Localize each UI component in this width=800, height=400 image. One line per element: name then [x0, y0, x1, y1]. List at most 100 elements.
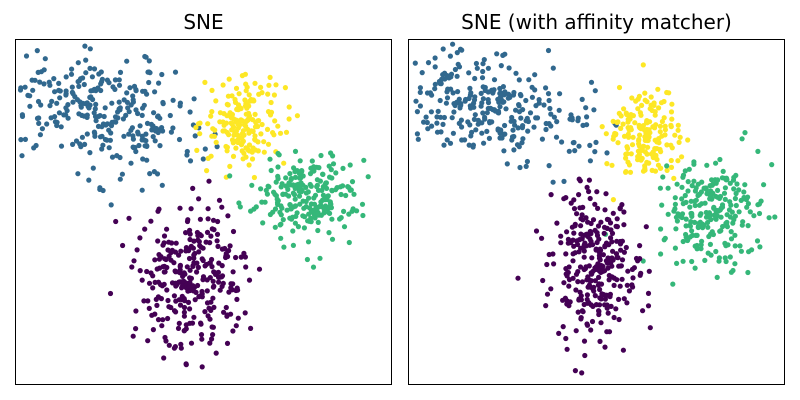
scatter-point [615, 140, 621, 146]
scatter-point [272, 118, 278, 124]
scatter-point [305, 189, 311, 195]
scatter-point [539, 136, 545, 142]
scatter-point [99, 146, 105, 152]
scatter-point [156, 80, 162, 86]
scatter-point [583, 264, 589, 270]
scatter-point [175, 325, 182, 331]
scatter-point [172, 69, 179, 75]
scatter-point [480, 68, 486, 75]
scatter-point [224, 340, 231, 346]
scatter-point [330, 161, 337, 167]
scatter-point [553, 134, 560, 140]
scatter-point [642, 127, 648, 133]
scatter-point [747, 209, 753, 215]
scatter-point [577, 289, 583, 295]
scatter-point [141, 298, 147, 304]
scatter-point [347, 162, 353, 168]
scatter-point [134, 247, 140, 253]
scatter-point [554, 220, 560, 226]
scatter-point [603, 191, 609, 197]
scatter-point [120, 242, 126, 249]
scatter-point [475, 121, 481, 127]
scatter-point [267, 74, 273, 80]
scatter-point [273, 179, 279, 185]
scatter-point [297, 185, 303, 191]
scatter-point [679, 184, 685, 190]
scatter-point [113, 218, 119, 225]
scatter-point [454, 50, 460, 56]
scatter-point [156, 206, 162, 212]
scatter-point [536, 100, 542, 106]
scatter-point [267, 156, 273, 162]
scatter-point [109, 119, 115, 125]
scatter-point [471, 116, 477, 122]
scatter-point [346, 239, 352, 246]
scatter-point [484, 128, 490, 134]
scatter-point [482, 116, 488, 122]
scatter-point [601, 230, 607, 236]
scatter-point [170, 125, 176, 131]
scatter-point [223, 254, 229, 261]
scatter-point [576, 143, 582, 149]
scatter-point [206, 305, 212, 311]
scatter-point [705, 219, 711, 226]
scatter-point [641, 143, 647, 149]
scatter-point [543, 303, 549, 309]
scatter-point [278, 235, 284, 241]
scatter-point [592, 201, 598, 207]
scatter-point [713, 248, 719, 255]
scatter-point [489, 87, 495, 93]
scatter-point [152, 257, 158, 263]
scatter-point [214, 144, 220, 150]
scatter-point [689, 210, 695, 217]
scatter-point [502, 51, 508, 57]
scatter-point [186, 283, 192, 289]
scatter-point [618, 247, 624, 253]
scatter-point [563, 195, 569, 201]
scatter-point [130, 136, 136, 142]
scatter-point [486, 135, 492, 141]
scatter-point [282, 85, 288, 91]
scatter-point [577, 264, 584, 270]
scatter-point [213, 139, 219, 145]
scatter-point [109, 100, 115, 106]
scatter-point [617, 283, 623, 289]
scatter-point [562, 295, 568, 301]
scatter-point [550, 65, 556, 71]
scatter-point [227, 163, 233, 169]
scatter-point [729, 209, 735, 215]
scatter-point [246, 148, 252, 154]
scatter-point [234, 296, 240, 302]
scatter-point [198, 244, 204, 250]
scatter-point [523, 97, 529, 104]
scatter-point [242, 310, 248, 316]
scatter-point [517, 91, 523, 98]
scatter-point [480, 84, 486, 90]
scatter-point [425, 126, 431, 132]
scatter-point [557, 91, 563, 97]
scatter-point [351, 191, 357, 197]
scatter-point [323, 180, 329, 186]
scatter-point [161, 269, 167, 275]
scatter-point [229, 127, 235, 133]
scatter-point [297, 201, 303, 207]
scatter-point [187, 109, 193, 115]
scatter-point [310, 264, 317, 270]
scatter-point [160, 317, 166, 323]
scatter-point [90, 165, 96, 171]
scatter-point [550, 179, 556, 185]
scatter-point [41, 81, 47, 87]
scatter-point [308, 215, 314, 221]
scatter-point [705, 250, 711, 256]
scatter-point [680, 238, 686, 245]
scatter-point [653, 152, 659, 158]
scatter-point [165, 315, 171, 322]
scatter-point [209, 226, 215, 232]
scatter-point [272, 224, 278, 230]
scatter-point [479, 130, 485, 136]
scatter-point [556, 330, 562, 336]
scatter-point [135, 131, 141, 137]
scatter-point [546, 163, 552, 169]
scatter-point [223, 143, 229, 150]
scatter-point [32, 77, 38, 83]
